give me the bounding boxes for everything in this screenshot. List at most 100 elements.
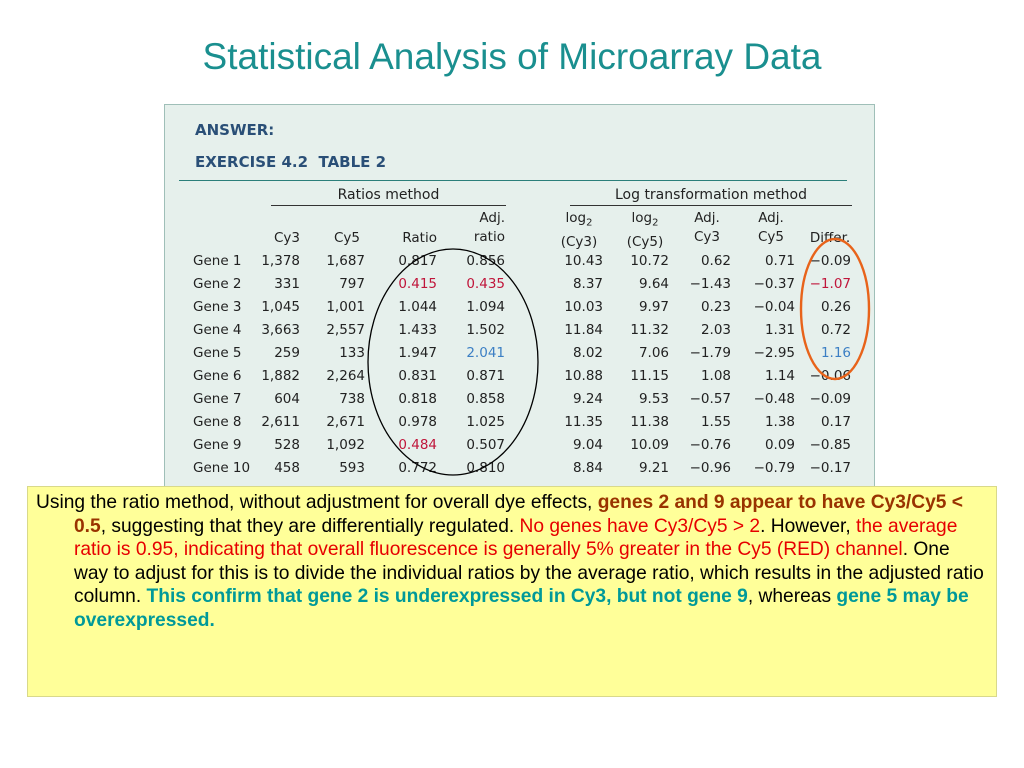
cell-gene-row-8: Gene 8 [193, 414, 242, 430]
cell-diff-row-4: 0.72 [820, 322, 851, 338]
cell-diff-row-1: −0.09 [809, 253, 851, 269]
cell-cy3-row-1: 1,378 [261, 253, 300, 269]
cell-lcy3-row-7: 9.24 [572, 391, 603, 407]
cell-gene-row-7: Gene 7 [193, 391, 242, 407]
explanation-note: Using the ratio method, without adjustme… [27, 486, 997, 697]
cell-lcy3-row-3: 10.03 [564, 299, 603, 315]
note-text-5: , whereas [747, 586, 837, 607]
note-highlight-average: the average ratio is 0.95, indicating th… [74, 515, 958, 561]
note-text-4: . One way to adjust for this is to divid… [74, 539, 984, 607]
cell-acy3-row-8: 1.55 [700, 414, 731, 430]
ratio-group-line [271, 205, 506, 206]
note-text-3: . However, [760, 515, 857, 537]
slide-title: Statistical Analysis of Microarray Data [202, 36, 822, 77]
cell-cy5-row-9: 1,092 [326, 437, 365, 453]
cell-adj-row-5: 2.041 [466, 345, 505, 361]
cell-acy5-row-3: −0.04 [753, 299, 795, 315]
cell-acy3-row-10: −0.96 [689, 460, 731, 476]
cell-adj-row-7: 0.858 [466, 391, 505, 407]
cell-lcy5-row-9: 10.09 [630, 437, 669, 453]
header-log-cy5: log2 (Cy5) [621, 209, 669, 252]
cell-cy5-row-2: 797 [339, 276, 365, 292]
log-text: log [565, 210, 587, 226]
header-log-cy5-2: (Cy5) [626, 233, 664, 250]
cell-acy3-row-5: −1.79 [689, 345, 731, 361]
log-subscript: 2 [586, 217, 593, 229]
cell-diff-row-2: −1.07 [809, 276, 851, 292]
cell-lcy5-row-1: 10.72 [630, 253, 669, 269]
cell-gene-row-5: Gene 5 [193, 345, 242, 361]
note-highlight-gene-5: gene 5 may be overexpressed. [74, 586, 969, 631]
annotation-ovals [367, 237, 871, 476]
cell-cy5-row-1: 1,687 [326, 253, 365, 269]
cell-acy3-row-4: 2.03 [700, 322, 731, 338]
differ-column-oval [799, 237, 871, 381]
cell-cy3-row-7: 604 [274, 391, 300, 407]
cell-cy5-row-3: 1,001 [326, 299, 365, 315]
cell-acy5-row-8: 1.38 [764, 414, 795, 430]
cell-ratio-row-4: 1.433 [398, 322, 437, 338]
cell-cy5-row-6: 2,264 [326, 368, 365, 384]
log-subscript: 2 [652, 217, 659, 229]
cell-lcy3-row-10: 8.84 [572, 460, 603, 476]
exercise-label: EXERCISE 4.2 [195, 153, 309, 171]
header-adj-cy3: Adj. Cy3 [683, 209, 731, 247]
answer-label: ANSWER: [195, 121, 275, 139]
cell-diff-row-9: −0.85 [809, 437, 851, 453]
cell-acy3-row-2: −1.43 [689, 276, 731, 292]
cell-lcy5-row-5: 7.06 [638, 345, 669, 361]
header-adj-cy5-1: Adj. [758, 210, 784, 226]
cell-lcy3-row-9: 9.04 [572, 437, 603, 453]
ratio-column-oval [367, 248, 539, 476]
cell-cy5-row-8: 2,671 [326, 414, 365, 430]
note-highlight-genes-2-9: genes 2 and 9 appear to have Cy3/Cy5 < 0… [74, 492, 963, 537]
cell-acy3-row-7: −0.57 [689, 391, 731, 407]
cell-diff-row-5: 1.16 [820, 345, 851, 361]
cell-adj-row-3: 1.094 [466, 299, 505, 315]
cell-gene-row-2: Gene 2 [193, 276, 242, 292]
cell-gene-row-3: Gene 3 [193, 299, 242, 315]
cell-cy3-row-8: 2,611 [261, 414, 300, 430]
cell-lcy3-row-8: 11.35 [564, 414, 603, 430]
header-log-cy3-2: (Cy3) [560, 233, 598, 250]
exercise-heading: EXERCISE 4.2 TABLE 2 [195, 153, 386, 171]
cell-lcy5-row-3: 9.97 [638, 299, 669, 315]
cell-ratio-row-1: 0.817 [398, 253, 437, 269]
heading-rule [179, 180, 847, 181]
header-log-cy3: log2 (Cy3) [555, 209, 603, 252]
cell-acy5-row-1: 0.71 [764, 253, 795, 269]
cell-ratio-row-8: 0.978 [398, 414, 437, 430]
cell-lcy3-row-6: 10.88 [564, 368, 603, 384]
cell-cy3-row-6: 1,882 [261, 368, 300, 384]
cell-lcy5-row-10: 9.21 [638, 460, 669, 476]
cell-adj-row-10: 0.810 [466, 460, 505, 476]
cell-diff-row-8: 0.17 [820, 414, 851, 430]
cell-lcy5-row-2: 9.64 [638, 276, 669, 292]
log-group-line [570, 205, 852, 206]
cell-acy3-row-9: −0.76 [689, 437, 731, 453]
cell-diff-row-10: −0.17 [809, 460, 851, 476]
cell-adj-row-9: 0.507 [466, 437, 505, 453]
cell-adj-row-4: 1.502 [466, 322, 505, 338]
header-adj-ratio: Adj. ratio [455, 209, 505, 247]
cell-adj-row-8: 1.025 [466, 414, 505, 430]
cell-cy5-row-5: 133 [339, 345, 365, 361]
cell-ratio-row-9: 0.484 [398, 437, 437, 453]
cell-ratio-row-2: 0.415 [398, 276, 437, 292]
cell-adj-row-2: 0.435 [466, 276, 505, 292]
note-text-1: Using the ratio method, without adjustme… [36, 492, 598, 513]
cell-cy3-row-3: 1,045 [261, 299, 300, 315]
cell-lcy3-row-1: 10.43 [564, 253, 603, 269]
header-adj-cy3-2: Cy3 [693, 229, 720, 245]
log-text: log [631, 210, 653, 226]
header-cy5: Cy5 [333, 230, 360, 246]
ratio-group-header: Ratios method [337, 187, 440, 203]
cell-acy3-row-1: 0.62 [700, 253, 731, 269]
cell-cy3-row-10: 458 [274, 460, 300, 476]
header-cy3: Cy3 [273, 230, 300, 246]
cell-lcy5-row-8: 11.38 [630, 414, 669, 430]
header-ratio: Ratio [402, 230, 437, 246]
cell-lcy5-row-6: 11.15 [630, 368, 669, 384]
header-adj-2: ratio [473, 229, 505, 245]
note-text-2: , suggesting that they are differentiall… [100, 515, 520, 537]
